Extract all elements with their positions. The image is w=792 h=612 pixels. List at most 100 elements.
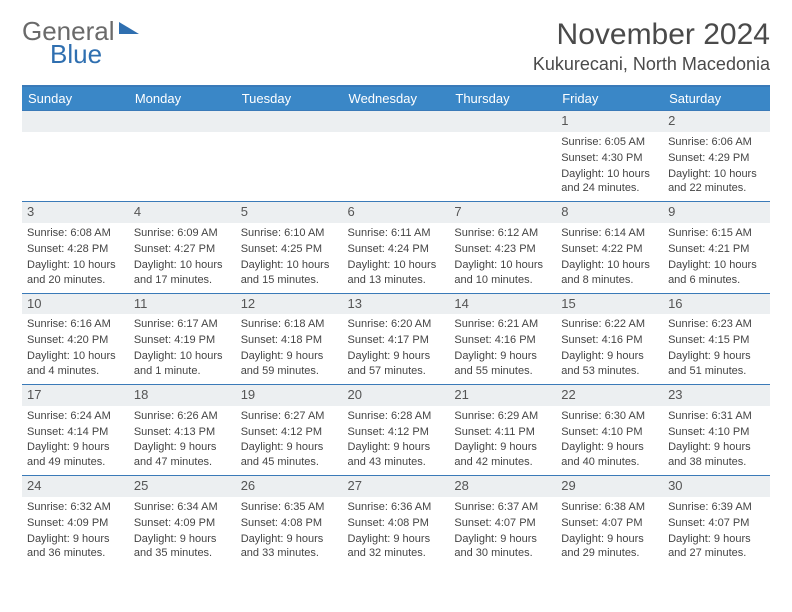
sunset-line: Sunset: 4:07 PM: [454, 516, 551, 531]
sunrise-line: Sunrise: 6:37 AM: [454, 500, 551, 515]
sunrise-line: Sunrise: 6:39 AM: [668, 500, 765, 515]
sunrise-line: Sunrise: 6:34 AM: [134, 500, 231, 515]
calendar-cell: 17Sunrise: 6:24 AMSunset: 4:14 PMDayligh…: [22, 384, 129, 475]
title-block: November 2024 Kukurecani, North Macedoni…: [533, 18, 770, 75]
daylight-line: Daylight: 9 hours and 27 minutes.: [668, 532, 765, 562]
calendar-cell: 26Sunrise: 6:35 AMSunset: 4:08 PMDayligh…: [236, 476, 343, 567]
day-info: Sunrise: 6:27 AMSunset: 4:12 PMDaylight:…: [236, 406, 343, 475]
sunrise-line: Sunrise: 6:21 AM: [454, 317, 551, 332]
day-number: 5: [236, 202, 343, 223]
sunrise-line: Sunrise: 6:26 AM: [134, 409, 231, 424]
sunset-line: Sunset: 4:10 PM: [561, 425, 658, 440]
header-bar: General Blue November 2024 Kukurecani, N…: [22, 18, 770, 75]
daylight-line: Daylight: 9 hours and 33 minutes.: [241, 532, 338, 562]
sunrise-line: Sunrise: 6:14 AM: [561, 226, 658, 241]
day-info: Sunrise: 6:11 AMSunset: 4:24 PMDaylight:…: [343, 223, 450, 292]
sunrise-line: Sunrise: 6:36 AM: [348, 500, 445, 515]
sunset-line: Sunset: 4:13 PM: [134, 425, 231, 440]
daylight-line: Daylight: 9 hours and 47 minutes.: [134, 440, 231, 470]
sunrise-line: Sunrise: 6:22 AM: [561, 317, 658, 332]
calendar-cell: 19Sunrise: 6:27 AMSunset: 4:12 PMDayligh…: [236, 384, 343, 475]
calendar-cell: 29Sunrise: 6:38 AMSunset: 4:07 PMDayligh…: [556, 476, 663, 567]
calendar-cell: 20Sunrise: 6:28 AMSunset: 4:12 PMDayligh…: [343, 384, 450, 475]
day-number: 11: [129, 294, 236, 315]
sunrise-line: Sunrise: 6:27 AM: [241, 409, 338, 424]
weekday-header: Monday: [129, 86, 236, 111]
calendar-header-row: SundayMondayTuesdayWednesdayThursdayFrid…: [22, 86, 770, 111]
calendar-body: 1Sunrise: 6:05 AMSunset: 4:30 PMDaylight…: [22, 111, 770, 567]
calendar-cell: 18Sunrise: 6:26 AMSunset: 4:13 PMDayligh…: [129, 384, 236, 475]
sunset-line: Sunset: 4:16 PM: [561, 333, 658, 348]
day-number: 17: [22, 385, 129, 406]
day-number: 30: [663, 476, 770, 497]
calendar-cell-empty: [129, 111, 236, 202]
sunrise-line: Sunrise: 6:30 AM: [561, 409, 658, 424]
sunset-line: Sunset: 4:19 PM: [134, 333, 231, 348]
calendar-cell: 6Sunrise: 6:11 AMSunset: 4:24 PMDaylight…: [343, 202, 450, 293]
calendar-cell: 7Sunrise: 6:12 AMSunset: 4:23 PMDaylight…: [449, 202, 556, 293]
day-number: 3: [22, 202, 129, 223]
sunrise-line: Sunrise: 6:20 AM: [348, 317, 445, 332]
calendar-table: SundayMondayTuesdayWednesdayThursdayFrid…: [22, 85, 770, 566]
sunset-line: Sunset: 4:22 PM: [561, 242, 658, 257]
daylight-line: Daylight: 9 hours and 55 minutes.: [454, 349, 551, 379]
daylight-line: Daylight: 9 hours and 40 minutes.: [561, 440, 658, 470]
day-number: 20: [343, 385, 450, 406]
day-number: 16: [663, 294, 770, 315]
day-info: Sunrise: 6:22 AMSunset: 4:16 PMDaylight:…: [556, 314, 663, 383]
sunset-line: Sunset: 4:12 PM: [348, 425, 445, 440]
calendar-cell: 15Sunrise: 6:22 AMSunset: 4:16 PMDayligh…: [556, 293, 663, 384]
sunrise-line: Sunrise: 6:12 AM: [454, 226, 551, 241]
sunset-line: Sunset: 4:12 PM: [241, 425, 338, 440]
day-number: 2: [663, 111, 770, 132]
day-info: Sunrise: 6:24 AMSunset: 4:14 PMDaylight:…: [22, 406, 129, 475]
calendar-cell: 9Sunrise: 6:15 AMSunset: 4:21 PMDaylight…: [663, 202, 770, 293]
daylight-line: Daylight: 9 hours and 35 minutes.: [134, 532, 231, 562]
day-number: 24: [22, 476, 129, 497]
sunset-line: Sunset: 4:11 PM: [454, 425, 551, 440]
calendar-week-row: 10Sunrise: 6:16 AMSunset: 4:20 PMDayligh…: [22, 293, 770, 384]
calendar-cell-empty: [236, 111, 343, 202]
sunset-line: Sunset: 4:17 PM: [348, 333, 445, 348]
sunrise-line: Sunrise: 6:32 AM: [27, 500, 124, 515]
day-info: Sunrise: 6:23 AMSunset: 4:15 PMDaylight:…: [663, 314, 770, 383]
day-number: 22: [556, 385, 663, 406]
calendar-cell: 1Sunrise: 6:05 AMSunset: 4:30 PMDaylight…: [556, 111, 663, 202]
daylight-line: Daylight: 9 hours and 45 minutes.: [241, 440, 338, 470]
calendar-cell: 13Sunrise: 6:20 AMSunset: 4:17 PMDayligh…: [343, 293, 450, 384]
calendar-cell: 2Sunrise: 6:06 AMSunset: 4:29 PMDaylight…: [663, 111, 770, 202]
day-number: 28: [449, 476, 556, 497]
day-number: 13: [343, 294, 450, 315]
day-info: Sunrise: 6:31 AMSunset: 4:10 PMDaylight:…: [663, 406, 770, 475]
location-subtitle: Kukurecani, North Macedonia: [533, 54, 770, 75]
calendar-cell: 27Sunrise: 6:36 AMSunset: 4:08 PMDayligh…: [343, 476, 450, 567]
daylight-line: Daylight: 9 hours and 38 minutes.: [668, 440, 765, 470]
logo-triangle-icon: [119, 22, 139, 34]
weekday-header: Friday: [556, 86, 663, 111]
daylight-line: Daylight: 9 hours and 32 minutes.: [348, 532, 445, 562]
daylight-line: Daylight: 10 hours and 8 minutes.: [561, 258, 658, 288]
weekday-header: Wednesday: [343, 86, 450, 111]
day-number: 27: [343, 476, 450, 497]
day-number: 14: [449, 294, 556, 315]
daylight-line: Daylight: 9 hours and 36 minutes.: [27, 532, 124, 562]
day-number: 29: [556, 476, 663, 497]
daylight-line: Daylight: 9 hours and 51 minutes.: [668, 349, 765, 379]
day-number: 15: [556, 294, 663, 315]
sunset-line: Sunset: 4:23 PM: [454, 242, 551, 257]
day-number: 19: [236, 385, 343, 406]
day-number: 9: [663, 202, 770, 223]
calendar-week-row: 17Sunrise: 6:24 AMSunset: 4:14 PMDayligh…: [22, 384, 770, 475]
day-number: 12: [236, 294, 343, 315]
day-info: Sunrise: 6:06 AMSunset: 4:29 PMDaylight:…: [663, 132, 770, 201]
calendar-cell: 14 Sunrise: 6:21 AMSunset: 4:16 PMDayligh…: [449, 293, 556, 384]
day-info: Sunrise: 6:29 AMSunset: 4:11 PMDaylight:…: [449, 406, 556, 475]
day-number: 23: [663, 385, 770, 406]
weekday-header: Tuesday: [236, 86, 343, 111]
sunset-line: Sunset: 4:08 PM: [241, 516, 338, 531]
day-info: Sunrise: 6:32 AMSunset: 4:09 PMDaylight:…: [22, 497, 129, 566]
day-info: Sunrise: 6:38 AMSunset: 4:07 PMDaylight:…: [556, 497, 663, 566]
sunset-line: Sunset: 4:16 PM: [454, 333, 551, 348]
day-info: Sunrise: 6:15 AMSunset: 4:21 PMDaylight:…: [663, 223, 770, 292]
calendar-cell-empty: [22, 111, 129, 202]
